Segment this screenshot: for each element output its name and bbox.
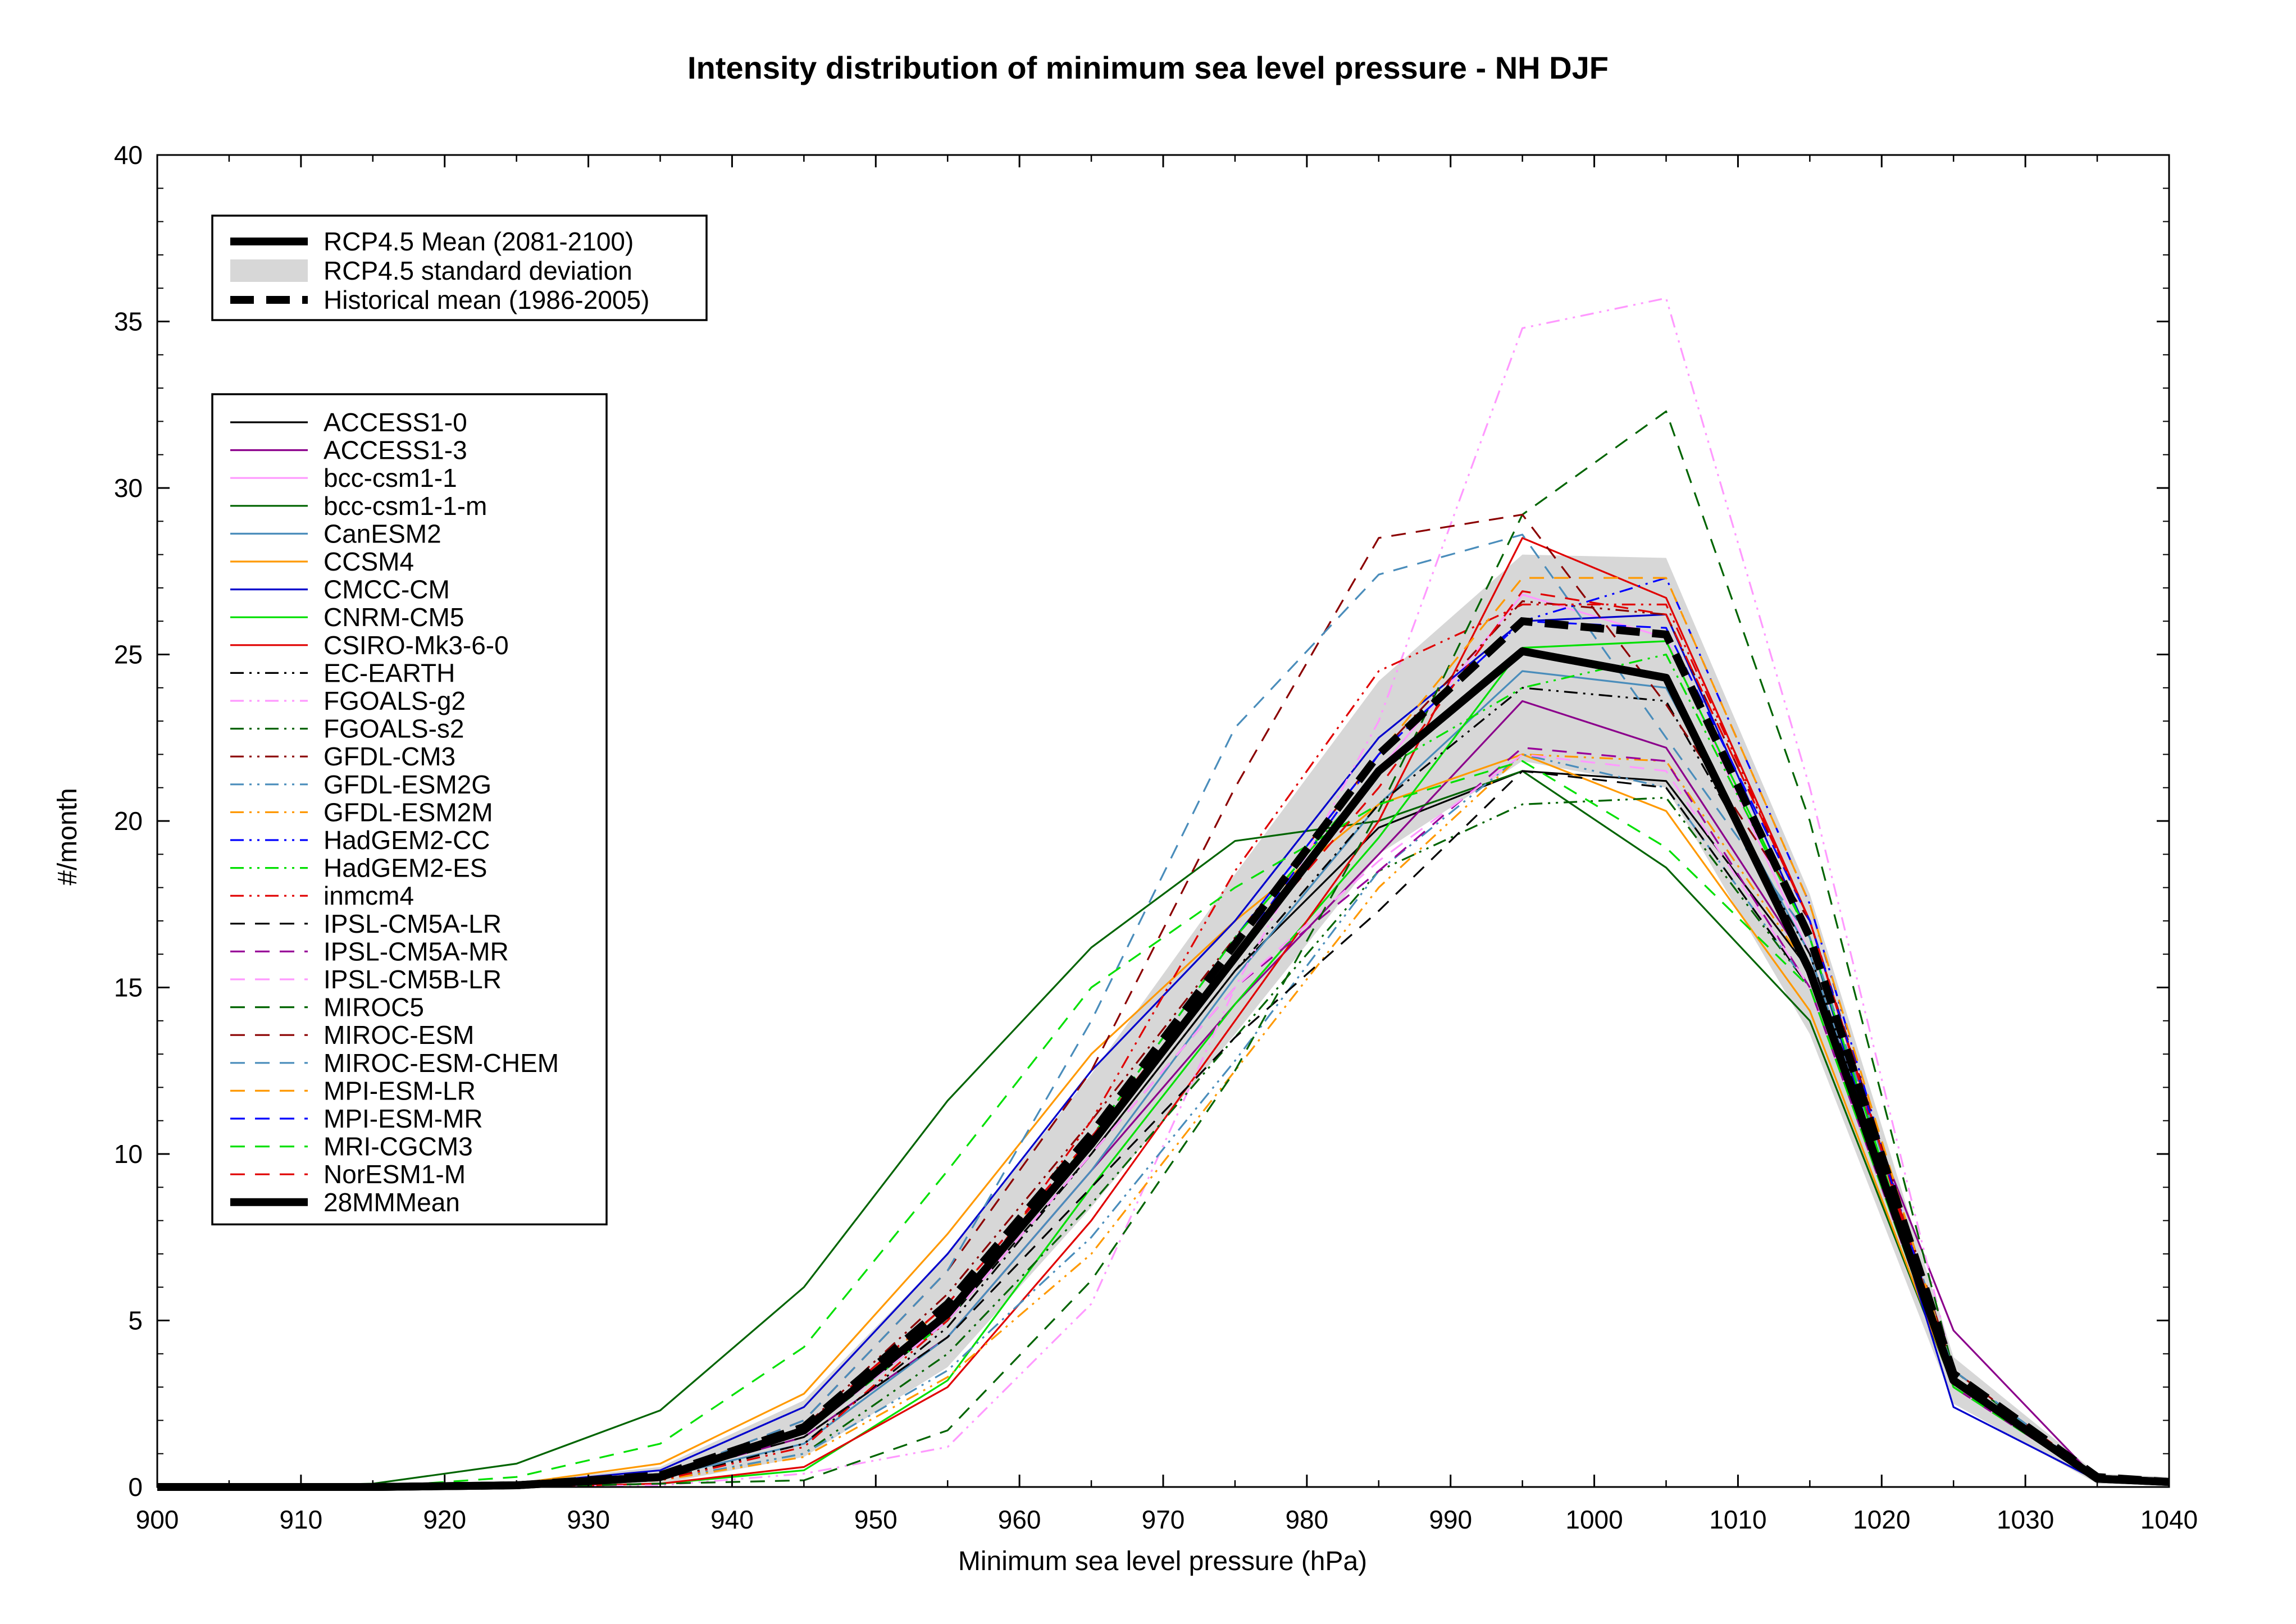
legend-label-fgoals-s2: FGOALS-s2 [324, 714, 464, 743]
y-tick-label: 0 [128, 1472, 143, 1502]
legend-label-miroc5: MIROC5 [324, 993, 424, 1022]
x-tick-label: 970 [1142, 1505, 1185, 1534]
x-tick-label: 990 [1429, 1505, 1472, 1534]
series-line-miroc-esm-chem [157, 533, 2170, 1488]
legend-swatch-std-band [230, 259, 308, 282]
legend-label-miroc-esm: MIROC-ESM [324, 1020, 474, 1050]
legend-summary-label: RCP4.5 Mean (2081-2100) [324, 227, 634, 256]
x-tick-label: 980 [1285, 1505, 1328, 1534]
legend-label-inmcm4: inmcm4 [324, 881, 414, 910]
y-axis-title: #/month [53, 788, 83, 885]
y-tick-label: 10 [114, 1139, 143, 1169]
x-axis-title: Minimum sea level pressure (hPa) [958, 1547, 1367, 1576]
x-tick-label: 930 [567, 1505, 610, 1534]
legend-label-csiro-mk3-6-0: CSIRO-Mk3-6-0 [324, 631, 509, 660]
legend-label-gfdl-esm2g: GFDL-ESM2G [324, 770, 491, 799]
y-tick-label: 15 [114, 973, 143, 1002]
legend-label-miroc-esm-chem: MIROC-ESM-CHEM [324, 1048, 559, 1078]
y-tick-label: 20 [114, 806, 143, 836]
legend-label-ipsl-cm5a-mr: IPSL-CM5A-MR [324, 937, 509, 966]
x-tick-label: 920 [423, 1505, 466, 1534]
x-tick-label: 940 [710, 1505, 754, 1534]
legend-label-canesm2: CanESM2 [324, 519, 441, 548]
legend-models: ACCESS1-0ACCESS1-3bcc-csm1-1bcc-csm1-1-m… [211, 393, 608, 1226]
legend-summary-label: Historical mean (1986-2005) [324, 285, 649, 314]
legend-label-ipsl-cm5b-lr: IPSL-CM5B-LR [324, 965, 502, 994]
y-tick-label: 35 [114, 307, 143, 336]
x-tick-label: 960 [998, 1505, 1041, 1534]
legend-label-mpi-esm-lr: MPI-ESM-LR [324, 1076, 476, 1105]
y-tick-label: 30 [114, 473, 143, 503]
legend-summary: RCP4.5 Mean (2081-2100)RCP4.5 standard d… [211, 215, 708, 321]
legend-label-cnrm-cm5: CNRM-CM5 [324, 603, 464, 632]
series-line-miroc-esm [157, 513, 2170, 1488]
legend-label-access1-3: ACCESS1-3 [324, 436, 467, 465]
legend-label-ec-earth: EC-EARTH [324, 658, 455, 687]
axes: 900 910 920 930 940 950 960 970 980 990 1000 1010 10… [114, 140, 2198, 1534]
x-tick-label: 1010 [1709, 1505, 1766, 1534]
x-tick-label: 910 [279, 1505, 322, 1534]
legend-label-28mmmean: 28MMMean [324, 1188, 460, 1217]
legend-label-mri-cgcm3: MRI-CGCM3 [324, 1132, 473, 1161]
legend-label-gfdl-esm2m: GFDL-ESM2M [324, 797, 493, 827]
legend-label-gfdl-cm3: GFDL-CM3 [324, 742, 455, 771]
plot-area [157, 297, 2170, 1491]
y-tick-label: 5 [128, 1306, 143, 1335]
x-tick-label: 1020 [1853, 1505, 1910, 1534]
series-line-ipsl-cm5b-lr [157, 753, 2170, 1488]
x-tick-label: 900 [136, 1505, 179, 1534]
legend-label-hadgem2-cc: HadGEM2-CC [324, 825, 490, 855]
x-tick-label: 1000 [1565, 1505, 1623, 1534]
legend-label-hadgem2-es: HadGEM2-ES [324, 854, 487, 883]
x-tick-label: 950 [854, 1505, 898, 1534]
legend-label-ipsl-cm5a-lr: IPSL-CM5A-LR [324, 909, 502, 938]
x-tick-label: 1030 [1997, 1505, 2054, 1534]
legend-label-cmcc-cm: CMCC-CM [324, 575, 450, 604]
y-tick-label: 40 [114, 140, 143, 170]
legend-label-bcc-csm1-1: bcc-csm1-1 [324, 463, 457, 492]
series-line-historical-mean [157, 617, 2170, 1491]
legend-label-ccsm4: CCSM4 [324, 547, 414, 576]
legend-models-box [211, 393, 608, 1226]
x-tick-label: 1040 [2140, 1505, 2198, 1534]
series-line-noresm1-m [157, 590, 2170, 1488]
legend-label-access1-0: ACCESS1-0 [324, 408, 467, 437]
legend-label-bcc-csm1-1-m: bcc-csm1-1-m [324, 491, 487, 521]
legend-label-mpi-esm-mr: MPI-ESM-MR [324, 1104, 483, 1133]
legend-label-noresm1-m: NorESM1-M [324, 1160, 466, 1189]
legend-summary-label: RCP4.5 standard deviation [324, 256, 632, 285]
series-line-miroc5 [157, 410, 2170, 1488]
y-tick-label: 25 [114, 640, 143, 669]
legend-label-fgoals-g2: FGOALS-g2 [324, 686, 466, 715]
series-line-bcc-csm1-1-m [157, 770, 2170, 1488]
chart-title: Intensity distribution of minimum sea le… [687, 50, 1609, 85]
